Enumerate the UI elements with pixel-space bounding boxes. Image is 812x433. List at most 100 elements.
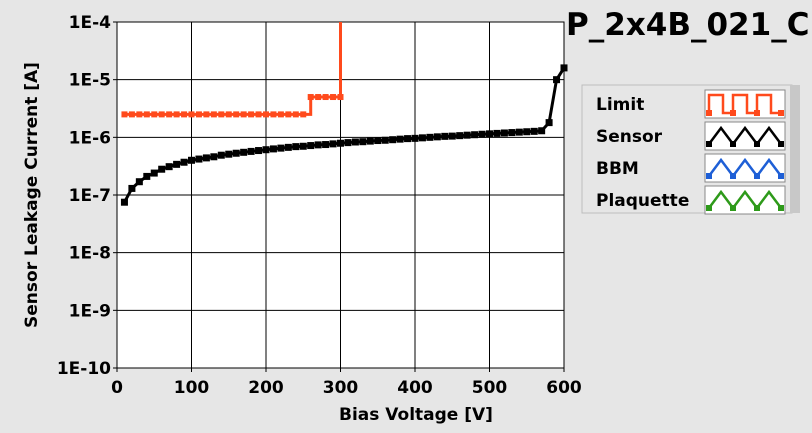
point-sensor xyxy=(486,130,493,138)
point-limit xyxy=(166,111,173,118)
legend-marker xyxy=(730,141,736,147)
x-tick-label: 500 xyxy=(472,378,508,398)
x-tick-label: 0 xyxy=(111,378,123,398)
legend-line-plaquette xyxy=(708,189,782,211)
point-sensor xyxy=(538,127,546,135)
legend-marker xyxy=(778,173,784,179)
point-sensor xyxy=(508,129,516,137)
point-sensor xyxy=(188,156,195,164)
point-sensor xyxy=(255,147,263,155)
legend-marker xyxy=(754,141,760,147)
point-sensor xyxy=(426,133,434,141)
point-sensor xyxy=(269,145,277,153)
point-limit xyxy=(337,94,344,101)
point-sensor xyxy=(180,158,188,166)
point-sensor xyxy=(314,141,322,149)
point-sensor xyxy=(523,128,531,136)
point-sensor xyxy=(150,169,158,177)
point-limit xyxy=(136,111,143,118)
y-tick-label: 1E-5 xyxy=(69,71,111,91)
point-limit xyxy=(300,111,307,118)
point-limit xyxy=(277,111,284,118)
point-limit xyxy=(248,111,255,118)
point-sensor xyxy=(433,133,441,141)
legend-marker xyxy=(754,110,760,116)
legend-marker xyxy=(706,110,712,116)
x-tick-label: 100 xyxy=(174,378,210,398)
point-limit xyxy=(315,94,322,101)
point-sensor xyxy=(374,137,382,145)
y-tick-label: 1E-10 xyxy=(57,359,111,379)
point-sensor xyxy=(553,76,561,84)
point-sensor xyxy=(195,155,203,163)
legend-marker xyxy=(706,173,712,179)
point-sensor xyxy=(158,165,166,173)
point-sensor xyxy=(292,143,300,151)
y-tick-label: 1E-4 xyxy=(69,13,111,33)
point-sensor xyxy=(329,140,337,148)
point-sensor xyxy=(277,144,285,152)
y-tick-label: 1E-9 xyxy=(69,301,111,321)
point-sensor xyxy=(202,154,210,162)
point-limit xyxy=(218,111,225,118)
point-limit xyxy=(195,111,202,118)
point-sensor xyxy=(366,137,374,145)
legend-line-bbm xyxy=(708,157,782,179)
point-sensor xyxy=(381,136,389,144)
x-tick-label: 400 xyxy=(397,378,433,398)
point-sensor xyxy=(128,184,136,192)
point-limit xyxy=(210,111,217,118)
legend: Limit Sensor BBM Plaquette xyxy=(581,84,800,215)
point-sensor xyxy=(232,149,240,157)
x-axis-ticks: 0 100 200 300 400 500 600 xyxy=(111,368,582,398)
legend-marker xyxy=(730,173,736,179)
point-sensor xyxy=(307,142,315,150)
y-tick-label: 1E-6 xyxy=(69,128,111,148)
point-sensor xyxy=(396,135,404,143)
point-sensor xyxy=(143,172,151,180)
point-limit xyxy=(158,111,165,118)
point-limit xyxy=(233,111,240,118)
legend-marker xyxy=(730,205,736,211)
legend-label: Plaquette xyxy=(596,191,689,211)
point-sensor xyxy=(240,148,248,156)
x-axis-title: Bias Voltage [V] xyxy=(339,405,493,425)
point-limit xyxy=(173,111,180,118)
point-sensor xyxy=(225,150,233,158)
legend-marker xyxy=(754,205,760,211)
point-sensor xyxy=(217,151,225,159)
point-limit xyxy=(270,111,277,118)
y-axis-ticks: 1E-4 1E-5 1E-6 1E-7 1E-8 1E-9 1E-10 xyxy=(57,13,117,379)
point-limit xyxy=(307,94,314,101)
legend-line-sensor xyxy=(708,125,782,147)
legend-scroll-edge xyxy=(790,85,800,213)
legend-marker xyxy=(778,141,784,147)
point-sensor xyxy=(500,129,508,137)
x-tick-label: 200 xyxy=(248,378,284,398)
point-sensor xyxy=(456,132,464,140)
point-sensor xyxy=(284,143,292,151)
point-limit xyxy=(240,111,247,118)
legend-marker xyxy=(754,173,760,179)
point-sensor xyxy=(262,146,270,154)
point-sensor xyxy=(135,178,143,186)
legend-line-limit xyxy=(707,93,781,115)
point-sensor xyxy=(210,153,218,161)
point-sensor xyxy=(471,131,479,139)
point-sensor xyxy=(165,163,173,171)
point-sensor xyxy=(344,139,352,147)
legend-marker xyxy=(706,205,712,211)
point-limit xyxy=(330,94,337,101)
point-sensor xyxy=(530,127,538,135)
point-sensor xyxy=(322,141,330,149)
point-sensor xyxy=(493,129,501,137)
y-tick-label: 1E-7 xyxy=(69,186,111,206)
x-tick-label: 300 xyxy=(323,378,359,398)
point-sensor xyxy=(515,128,523,136)
point-sensor xyxy=(441,132,449,140)
chart-title: P_2x4B_021_C xyxy=(566,7,809,43)
point-sensor xyxy=(247,147,255,155)
point-sensor xyxy=(337,139,344,147)
point-sensor xyxy=(545,119,553,127)
